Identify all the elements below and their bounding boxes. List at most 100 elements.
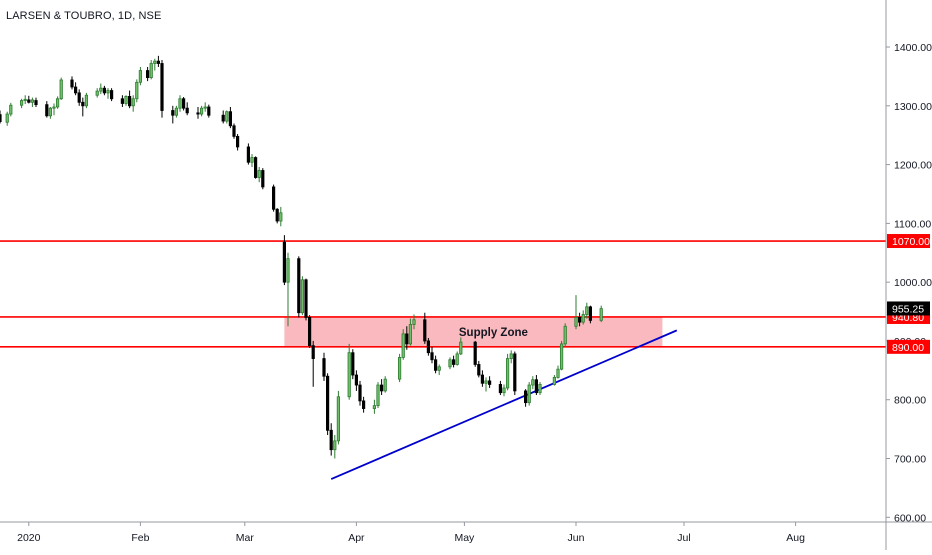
candle[interactable] [221, 110, 225, 124]
candle[interactable] [77, 89, 81, 106]
candle[interactable] [250, 154, 254, 167]
candle[interactable] [560, 340, 564, 371]
candle[interactable] [124, 95, 128, 106]
candle[interactable] [459, 337, 463, 356]
candle[interactable] [106, 88, 110, 99]
candle[interactable] [505, 353, 510, 391]
candle[interactable] [120, 95, 124, 107]
candle[interactable] [271, 184, 276, 212]
candle[interactable] [30, 97, 35, 107]
candle[interactable] [171, 105, 175, 124]
candle[interactable] [27, 95, 31, 104]
candle[interactable] [588, 305, 593, 324]
candle[interactable] [174, 105, 178, 118]
candle[interactable] [131, 95, 135, 112]
candle[interactable] [412, 314, 416, 330]
candle[interactable] [207, 104, 211, 118]
candle[interactable] [585, 302, 589, 319]
candle[interactable] [178, 95, 182, 112]
candle[interactable] [347, 343, 351, 400]
candle[interactable] [524, 389, 528, 407]
candle[interactable] [279, 206, 283, 227]
candle[interactable] [145, 67, 150, 82]
candle[interactable] [181, 96, 186, 111]
candle[interactable] [336, 390, 341, 445]
candle[interactable] [153, 58, 157, 71]
candle[interactable] [379, 379, 384, 396]
candle[interactable] [232, 123, 236, 139]
candle[interactable] [275, 208, 279, 224]
candle[interactable] [261, 168, 265, 190]
candle[interactable] [99, 83, 103, 95]
candle[interactable] [311, 340, 315, 387]
candle[interactable] [376, 382, 380, 408]
candle[interactable] [0, 110, 2, 124]
candle[interactable] [84, 92, 88, 109]
candle[interactable] [56, 96, 60, 109]
candle[interactable] [358, 380, 362, 406]
candle[interactable] [127, 90, 132, 109]
candle[interactable] [199, 105, 204, 117]
candle[interactable] [156, 55, 160, 68]
candle[interactable] [74, 82, 78, 96]
candle[interactable] [509, 350, 513, 364]
candle[interactable] [556, 365, 560, 379]
candle[interactable] [333, 435, 337, 459]
candle[interactable] [138, 67, 142, 86]
candle[interactable] [19, 98, 24, 109]
candle[interactable] [426, 338, 431, 356]
candle[interactable] [361, 396, 366, 413]
candle[interactable] [246, 143, 250, 165]
candle-layer[interactable] [0, 55, 603, 459]
candle[interactable] [455, 351, 459, 366]
candle[interactable] [329, 423, 333, 456]
candle[interactable] [300, 276, 305, 316]
candle[interactable] [45, 101, 49, 118]
candle[interactable] [484, 377, 488, 392]
candle[interactable] [135, 79, 139, 103]
candle[interactable] [253, 156, 258, 179]
candle[interactable] [70, 76, 74, 90]
candle[interactable] [372, 399, 377, 414]
candle[interactable] [405, 326, 409, 350]
candle[interactable] [59, 77, 63, 100]
candle[interactable] [480, 370, 485, 387]
candle[interactable] [534, 375, 539, 396]
candle[interactable] [437, 364, 441, 376]
candle[interactable] [102, 85, 106, 96]
candle[interactable] [473, 340, 477, 367]
candle[interactable] [225, 110, 229, 124]
candle[interactable] [563, 323, 567, 347]
candle[interactable] [34, 97, 38, 107]
candle[interactable] [502, 384, 506, 397]
candle[interactable] [423, 312, 427, 344]
candle[interactable] [351, 349, 355, 380]
candle[interactable] [527, 382, 531, 406]
candle[interactable] [397, 353, 402, 383]
candle[interactable] [81, 97, 85, 117]
candle[interactable] [196, 106, 200, 119]
candle[interactable] [257, 166, 261, 183]
candle[interactable] [5, 111, 9, 126]
candle[interactable] [322, 352, 326, 381]
candle[interactable] [498, 380, 503, 396]
candle[interactable] [487, 376, 492, 388]
candle[interactable] [538, 382, 542, 396]
candle[interactable] [297, 256, 301, 318]
candle[interactable] [513, 351, 517, 396]
candle[interactable] [581, 310, 585, 325]
candle[interactable] [286, 252, 290, 327]
candle[interactable] [401, 329, 405, 360]
candle[interactable] [531, 376, 535, 390]
candle[interactable] [23, 95, 27, 105]
candle[interactable] [552, 375, 557, 386]
candle[interactable] [149, 59, 153, 80]
trendline[interactable] [330, 329, 678, 480]
candle[interactable] [304, 278, 308, 321]
candle[interactable] [228, 106, 232, 129]
candle[interactable] [354, 370, 359, 391]
candle[interactable] [95, 88, 99, 98]
candle[interactable] [160, 59, 164, 118]
candle[interactable] [599, 305, 603, 323]
